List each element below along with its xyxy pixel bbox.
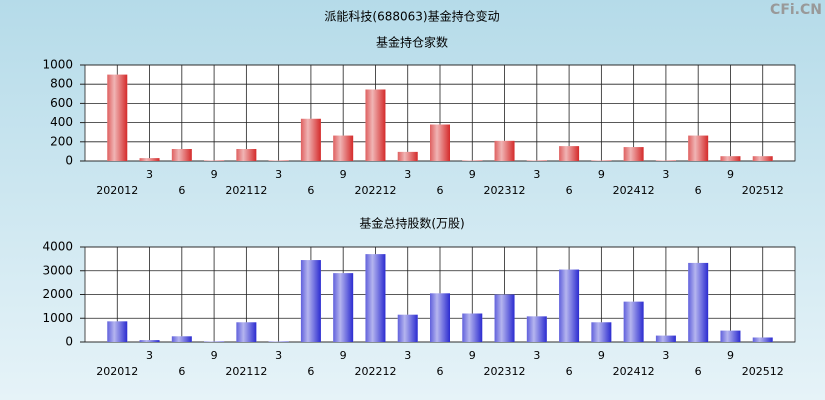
bar [397, 151, 418, 161]
bar [688, 262, 709, 342]
y-tick-label: 600 [50, 96, 73, 110]
bar [171, 149, 192, 161]
watermark: CFi.CN [770, 2, 822, 18]
bar [236, 322, 257, 342]
x-tick-label: 9 [727, 168, 734, 181]
x-tick-label: 202012 [96, 365, 138, 378]
bar [139, 158, 160, 161]
x-tick-label: 3 [404, 168, 411, 181]
y-tick-label: 1000 [42, 311, 73, 325]
bar [688, 135, 709, 161]
x-tick-label: 9 [469, 168, 476, 181]
bar [139, 340, 160, 342]
bar [559, 269, 580, 342]
y-tick-label: 2000 [42, 287, 73, 301]
x-tick-label: 6 [178, 184, 185, 197]
bar [559, 146, 580, 161]
x-tick-label: 6 [437, 184, 444, 197]
y-tick-label: 0 [65, 154, 73, 168]
x-tick-label: 3 [146, 349, 153, 362]
bar [591, 322, 612, 342]
x-tick-label: 3 [662, 168, 669, 181]
bar [333, 135, 354, 161]
bar [430, 124, 450, 161]
bar [623, 147, 644, 161]
x-tick-label: 6 [307, 365, 314, 378]
bar [462, 313, 483, 342]
bar [720, 330, 741, 342]
y-tick-label: 1000 [42, 58, 73, 72]
bar [397, 314, 418, 342]
bar [526, 316, 547, 342]
y-tick-label: 4000 [42, 240, 73, 254]
x-tick-label: 9 [340, 168, 347, 181]
x-tick-label: 202012 [96, 184, 138, 197]
y-tick-label: 3000 [42, 263, 73, 277]
x-tick-label: 202112 [225, 365, 267, 378]
x-tick-label: 6 [566, 365, 573, 378]
page-title: 派能科技(688063)基金持仓变动 [324, 9, 499, 24]
bar [623, 301, 644, 342]
chart-title: 基金总持股数(万股) [359, 216, 464, 231]
x-tick-label: 3 [533, 349, 540, 362]
x-tick-label: 202212 [354, 184, 396, 197]
x-tick-label: 202512 [742, 365, 784, 378]
bar [300, 260, 321, 342]
bar [107, 74, 128, 161]
x-tick-label: 202312 [484, 365, 526, 378]
y-tick-label: 0 [65, 335, 73, 349]
bar [107, 321, 128, 342]
x-tick-label: 202112 [225, 184, 267, 197]
x-tick-label: 9 [211, 349, 218, 362]
x-tick-label: 9 [598, 349, 605, 362]
bar [494, 140, 515, 161]
x-tick-label: 202312 [484, 184, 526, 197]
x-tick-label: 3 [662, 349, 669, 362]
x-tick-label: 9 [340, 349, 347, 362]
bar [655, 335, 676, 342]
bar [236, 149, 257, 161]
x-tick-label: 3 [533, 168, 540, 181]
bar [333, 273, 354, 342]
bar [430, 293, 450, 342]
x-tick-label: 6 [178, 365, 185, 378]
bar [171, 336, 192, 342]
x-tick-label: 202212 [354, 365, 396, 378]
y-tick-label: 400 [50, 115, 73, 129]
x-tick-label: 9 [727, 349, 734, 362]
x-tick-label: 6 [695, 365, 702, 378]
bar [494, 294, 515, 342]
x-tick-label: 9 [469, 349, 476, 362]
bar [752, 156, 773, 161]
x-tick-label: 9 [598, 168, 605, 181]
x-tick-label: 6 [437, 365, 444, 378]
bar [365, 89, 386, 161]
x-tick-label: 202412 [613, 365, 655, 378]
y-tick-label: 800 [50, 77, 73, 91]
x-tick-label: 202512 [742, 184, 784, 197]
x-tick-label: 3 [275, 168, 282, 181]
bar [752, 337, 773, 342]
x-tick-label: 3 [404, 349, 411, 362]
bar [300, 118, 321, 161]
x-tick-label: 6 [307, 184, 314, 197]
bar [365, 254, 386, 342]
x-tick-label: 3 [275, 349, 282, 362]
x-tick-label: 3 [146, 168, 153, 181]
chart-title: 基金持仓家数 [376, 35, 448, 50]
x-tick-label: 202412 [613, 184, 655, 197]
bar [720, 156, 741, 161]
x-tick-label: 9 [211, 168, 218, 181]
y-tick-label: 200 [50, 134, 73, 148]
x-tick-label: 6 [695, 184, 702, 197]
x-tick-label: 6 [566, 184, 573, 197]
